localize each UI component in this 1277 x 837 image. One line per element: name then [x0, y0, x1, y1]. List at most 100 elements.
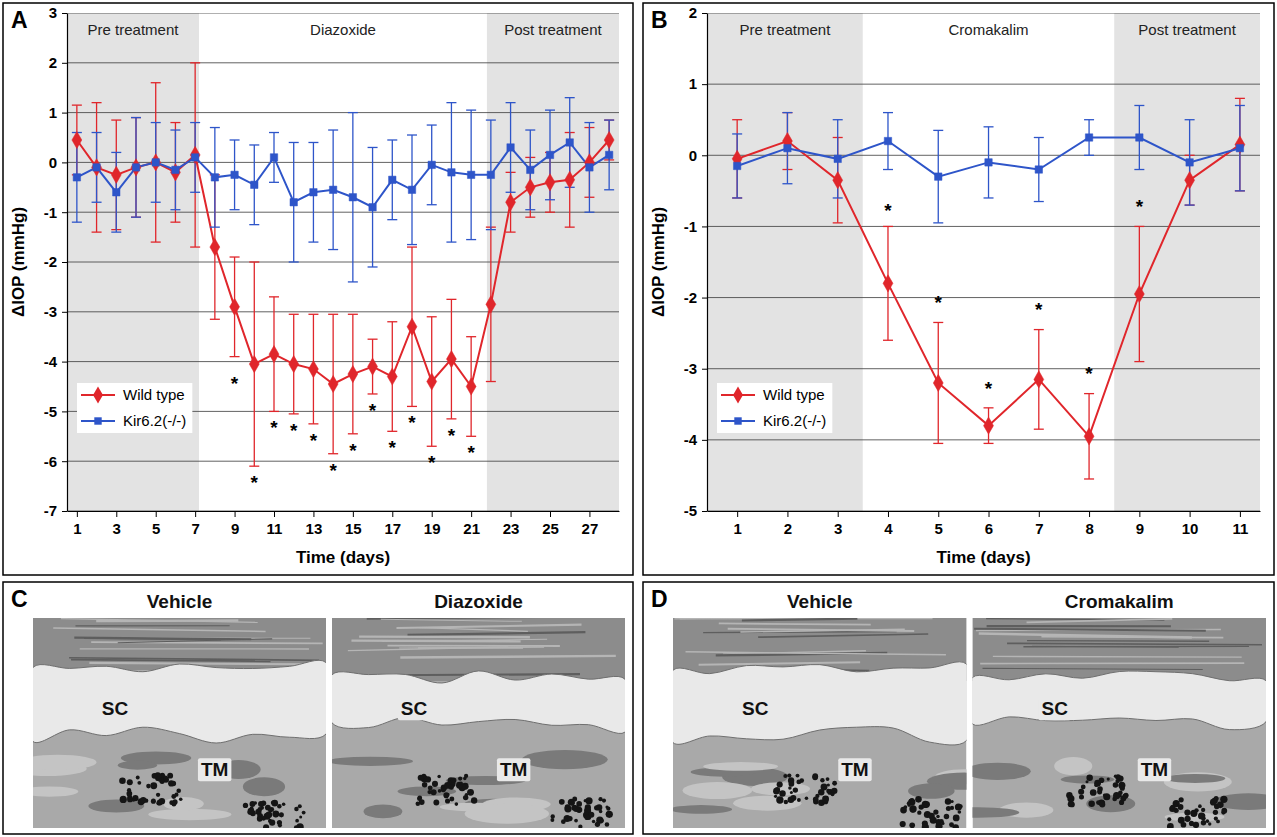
grid-line: [67, 511, 619, 512]
error-bar-cap: [427, 124, 437, 125]
data-point: [92, 159, 102, 176]
error-bar-cap: [210, 226, 220, 227]
pigment-granule: [900, 821, 906, 827]
significance-marker: *: [251, 472, 259, 493]
error-bar: [230, 140, 240, 210]
pigment-granule: [958, 810, 962, 814]
x-tick-mark: [1190, 511, 1191, 517]
tissue-fibre: [419, 628, 527, 632]
tissue-fibre: [399, 647, 544, 649]
error-bar-cap: [446, 241, 456, 242]
data-point: [604, 131, 614, 148]
pigment-granule: [302, 811, 306, 815]
x-tick-mark: [888, 511, 889, 517]
pigment-granule: [917, 811, 921, 815]
x-tick: 4: [884, 511, 893, 537]
pigment-granule: [822, 796, 829, 803]
tissue-fibre: [993, 656, 1242, 658]
error-bar-cap: [269, 296, 279, 297]
canal-lumen: [33, 660, 326, 743]
y-tick-label: -2: [44, 253, 57, 270]
pigment-granule: [1210, 799, 1217, 806]
label-patch: [198, 758, 231, 781]
pigment-granule: [294, 825, 299, 828]
error-bar: [732, 134, 742, 198]
error-bar: [604, 120, 614, 190]
x-tick-label: 11: [1232, 520, 1248, 537]
error-bar-cap: [466, 239, 476, 240]
error-bar: [328, 314, 338, 453]
x-axis: 13579111315171921232527: [68, 511, 620, 537]
error-bar-cap: [1084, 119, 1094, 120]
error-bar-cap: [933, 222, 943, 223]
pigment-granule: [1214, 816, 1218, 820]
y-tick: 1: [49, 104, 67, 121]
data-point: [427, 373, 437, 390]
pigment-granule: [136, 776, 140, 780]
y-tick: 0: [49, 154, 67, 171]
y-tick-mark: [62, 411, 67, 412]
pigment-granule: [826, 777, 830, 781]
data-point: [466, 378, 476, 395]
micrograph-image: [33, 618, 326, 828]
legend-swatch-marker: [734, 417, 741, 424]
tissue-fibre: [1007, 643, 1262, 644]
pigment-granule: [449, 797, 454, 802]
error-bar: [230, 257, 240, 357]
x-tick-label: 21: [463, 520, 480, 537]
grid-line: [67, 62, 619, 63]
error-bar-cap: [111, 231, 121, 232]
y-tick-label: -1: [684, 218, 697, 235]
error-bar-cap: [933, 443, 943, 444]
data-point: [72, 131, 82, 148]
error-bar: [368, 339, 378, 394]
shaded-region: [863, 13, 1114, 511]
grid-line: [707, 297, 1260, 298]
legend-item: Wild type: [81, 386, 185, 404]
pigment-granule: [774, 795, 777, 798]
grid-line: [67, 361, 619, 362]
structure-label: SC: [1041, 698, 1068, 719]
error-bar-cap: [883, 226, 893, 227]
error-bar: [466, 337, 476, 437]
structure-label: TM: [201, 759, 228, 780]
cell-shape: [1165, 774, 1225, 783]
error-bar-cap: [249, 261, 259, 262]
pigment-granule: [1068, 801, 1074, 807]
error-bar-cap: [1034, 201, 1044, 202]
x-tick: 13: [306, 511, 323, 537]
pigment-granule: [773, 788, 780, 795]
pigment-granule: [443, 792, 449, 798]
data-point: [565, 171, 575, 188]
y-tick-mark: [62, 511, 67, 512]
error-bar-cap: [230, 139, 240, 140]
pigment-granule: [596, 804, 602, 810]
pigment-granule: [266, 811, 273, 818]
pigment-granule: [1198, 813, 1205, 820]
legend-swatch-marker: [733, 386, 743, 403]
error-bar-cap: [269, 182, 279, 183]
data-point: [1034, 371, 1044, 388]
pigment-granule: [1221, 808, 1227, 814]
x-tick: 23: [503, 511, 520, 537]
data-point: [884, 137, 891, 144]
grid-line: [67, 112, 619, 113]
error-bar-cap: [565, 97, 575, 98]
error-bar: [427, 125, 437, 205]
legend-swatch-marker: [94, 417, 101, 424]
x-tick: 5: [152, 511, 160, 537]
error-bar: [348, 314, 358, 434]
error-bar-cap: [1134, 169, 1144, 170]
error-bar: [170, 130, 180, 210]
error-bar-cap: [1034, 429, 1044, 430]
error-bar-cap: [427, 316, 437, 317]
tissue-fibre: [75, 625, 229, 626]
x-tick: 6: [985, 511, 993, 537]
error-bar-cap: [92, 202, 102, 203]
x-tick-label: 6: [985, 520, 993, 537]
y-tick-label: -2: [684, 289, 697, 306]
error-bar-cap: [407, 246, 417, 247]
error-bar-cap: [170, 129, 180, 130]
x-tick: 25: [542, 511, 559, 537]
pigment-granule: [924, 801, 930, 807]
